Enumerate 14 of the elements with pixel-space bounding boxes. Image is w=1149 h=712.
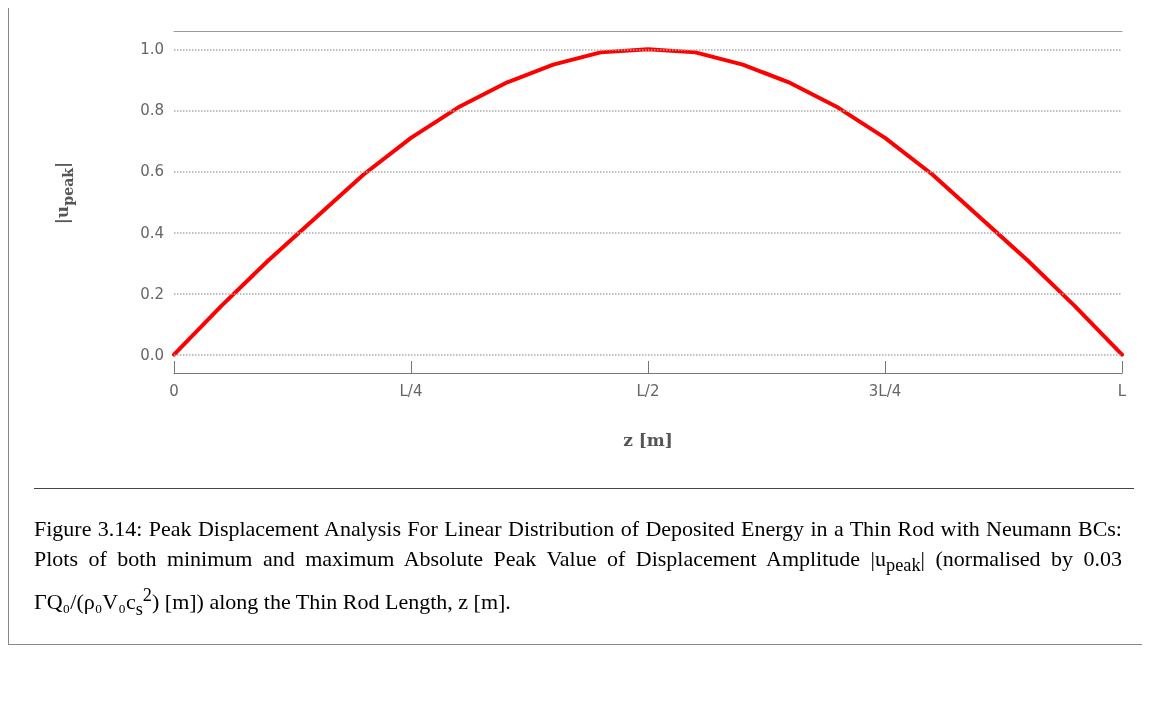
x-tick-label: L bbox=[1117, 381, 1127, 400]
y-tick-label: 0.2 bbox=[140, 284, 164, 303]
x-tick-label: L/2 bbox=[636, 381, 660, 400]
y-tick-label: 1.0 bbox=[140, 40, 164, 59]
y-tick-label: 0.0 bbox=[140, 345, 164, 364]
text: Figure 3.14: Peak Displacement Analysis For Linear Distribution of Deposited Energy in a Thin Rod with Neumann BCs: Plots of both minimum and maximum Absolute Peak Value of Displacement Amplitude |u$_{peak}$| (normalised by 0.03 ΓQ₀/(ρ₀V₀c$_{s}$$^{2}$) [m]) along the Thin Rod Length, z [m]. bbox=[34, 516, 1123, 620]
x-tick-label: L/4 bbox=[399, 381, 423, 400]
x-tick-label: 3L/4 bbox=[868, 381, 902, 400]
y-tick-label: 0.8 bbox=[140, 101, 164, 120]
y-tick-label: 0.4 bbox=[140, 223, 164, 242]
y-tick-label: 0.6 bbox=[140, 162, 164, 181]
line-series bbox=[172, 47, 1124, 357]
x-axis-title: z [m] bbox=[623, 429, 673, 450]
x-tick-label: 0 bbox=[169, 381, 179, 400]
